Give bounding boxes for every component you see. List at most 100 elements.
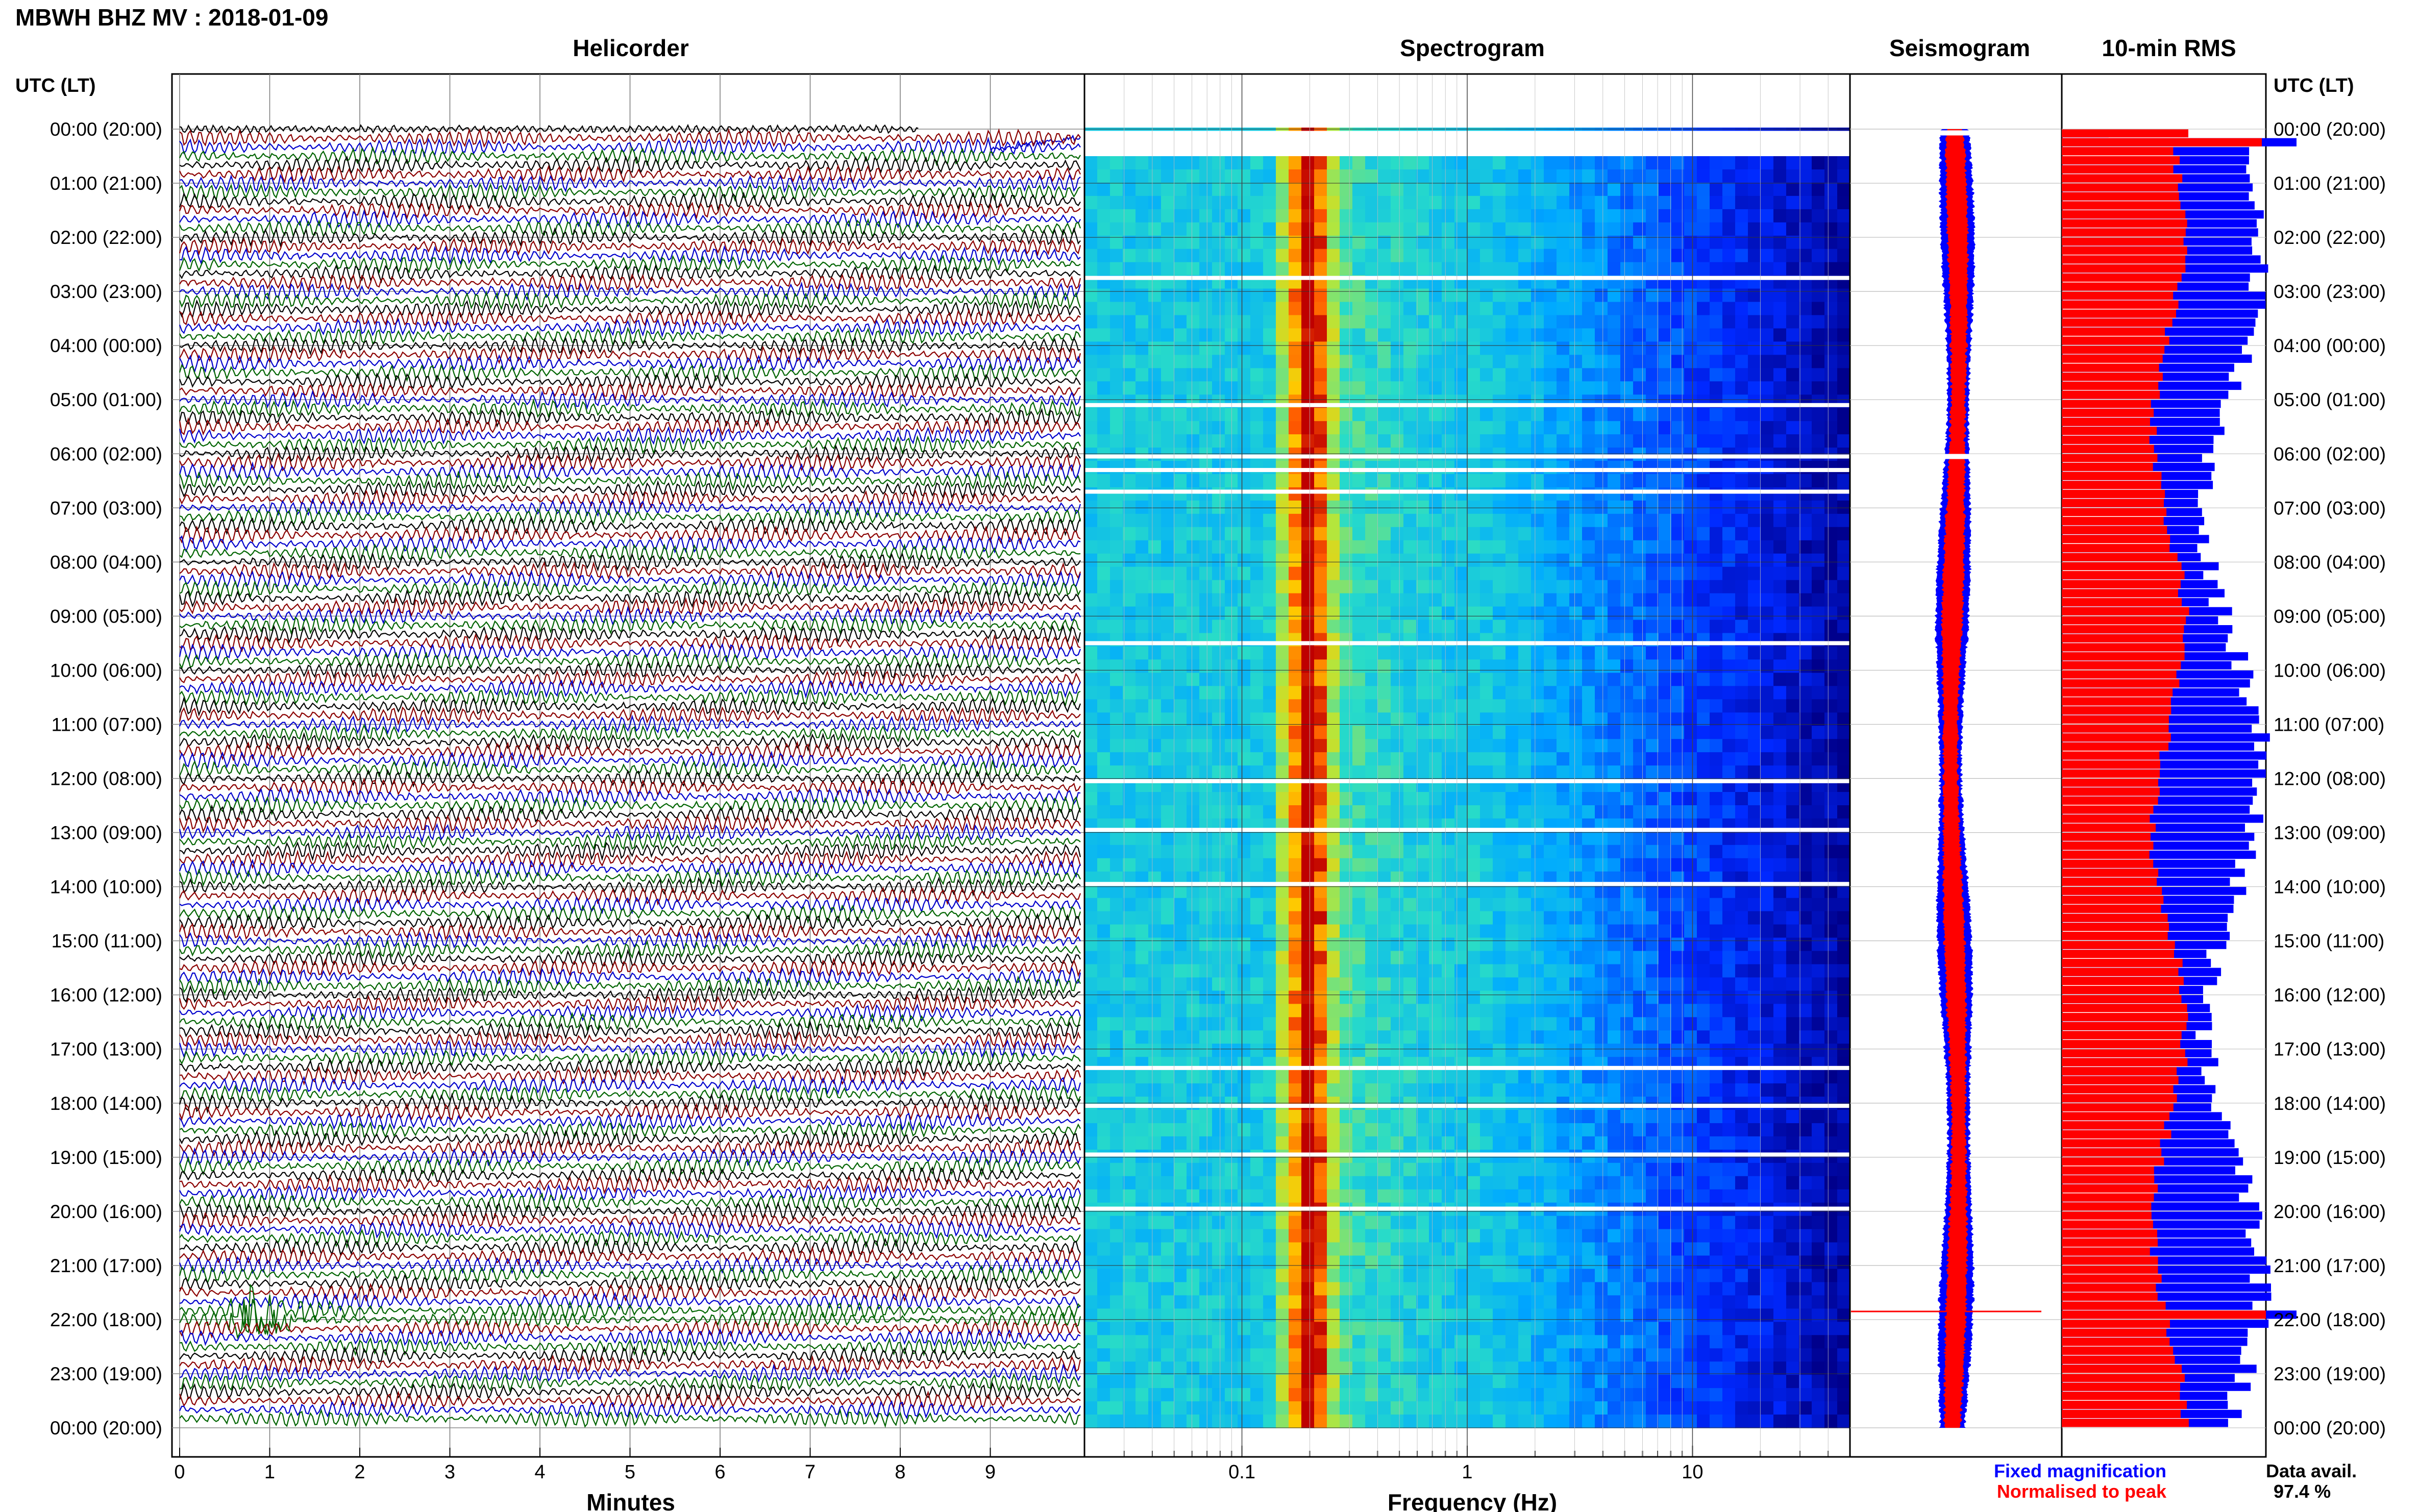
spectrogram-cell: [1786, 222, 1799, 236]
spectrogram-cell: [1340, 1136, 1353, 1150]
spectrogram-cell: [1391, 686, 1404, 700]
spectrogram-cell: [1710, 911, 1723, 925]
spectrogram-cell: [1646, 448, 1659, 461]
spectrogram-cell: [1595, 792, 1608, 806]
spectrogram-cell: [1289, 368, 1302, 382]
spectrogram-cell: [1429, 659, 1442, 674]
spectrogram-cell: [1799, 421, 1812, 435]
spectrogram-cell: [1480, 1004, 1493, 1018]
spectrogram-cell: [1084, 845, 1098, 859]
spectrogram-cell: [1722, 288, 1736, 303]
spectrogram-cell: [1493, 898, 1506, 912]
spectrogram-cell: [1557, 169, 1570, 183]
spectrogram-cell: [1608, 858, 1621, 872]
spectrogram-cell: [1531, 169, 1544, 183]
spectrogram-cell: [1225, 765, 1238, 779]
spectrogram-cell: [1710, 540, 1723, 554]
spectrogram-cell: [1799, 673, 1812, 687]
spectrogram-cell: [1314, 408, 1327, 422]
spectrogram-cell: [1824, 355, 1838, 369]
spectrogram-cell: [1454, 752, 1468, 766]
spectrogram-cell: [1620, 182, 1634, 196]
spectrogram-cell: [1442, 898, 1455, 912]
spectrogram-cell: [1659, 408, 1672, 422]
spectrogram-cell: [1812, 1162, 1825, 1177]
spectrogram-cell: [1531, 977, 1544, 992]
spectrogram-cell: [1480, 1136, 1493, 1150]
spectrogram-cell: [1518, 195, 1532, 210]
spectrogram-cell: [1161, 1030, 1174, 1045]
spectrogram-cell: [1378, 1162, 1391, 1177]
spectrogram-cell: [1684, 831, 1697, 846]
spectrogram-cell: [1238, 619, 1251, 634]
spectrogram-cell: [1365, 1189, 1378, 1203]
spectrogram-cell: [1276, 249, 1289, 263]
spectrogram-cell: [1646, 169, 1659, 183]
spectrogram-cell: [1633, 606, 1646, 621]
spectrogram-cell: [1544, 580, 1557, 594]
spectrogram-cell: [1263, 1097, 1276, 1110]
spectrogram-cell: [1684, 566, 1697, 581]
spectrogram-cell: [1403, 911, 1417, 925]
spectrogram-cell: [1799, 288, 1812, 303]
spectrogram-cell: [1748, 487, 1761, 501]
spectrogram-cell: [1531, 765, 1544, 779]
spectrogram-cell: [1187, 580, 1200, 594]
spectrogram-cell: [1505, 964, 1519, 978]
spectrogram-cell: [1710, 368, 1723, 382]
spectrogram-cell: [1710, 156, 1723, 170]
spectrogram-cell: [1391, 977, 1404, 992]
helicorder-tick-label: 7: [805, 1461, 816, 1483]
spectrogram-cell: [1097, 448, 1110, 461]
spectrogram-cell: [1773, 262, 1787, 276]
spectrogram-cell: [1786, 646, 1799, 660]
spectrogram-cell: [1748, 1123, 1761, 1137]
spectrogram-cell: [1199, 341, 1213, 356]
spectrogram-cell: [1199, 182, 1213, 196]
spectrogram-cell: [1123, 712, 1136, 727]
spectrogram-cell: [1773, 540, 1787, 554]
spectrogram-cell: [1710, 355, 1723, 369]
spectrogram-cell: [1403, 898, 1417, 912]
spectrogram-cell: [1097, 686, 1110, 700]
spectrogram-cell: [1225, 884, 1238, 899]
spectrogram-cell: [1352, 249, 1366, 263]
spectrogram-cell: [1671, 1136, 1685, 1150]
spectrogram-cell: [1429, 235, 1442, 250]
spectrogram-cell: [1250, 513, 1264, 528]
spectrogram-cell: [1608, 1044, 1621, 1057]
spectrogram-cell: [1174, 222, 1187, 236]
spectrogram-cell: [1505, 951, 1519, 965]
spectrogram-cell: [1544, 964, 1557, 978]
spectrogram-cell: [1174, 884, 1187, 899]
helicorder-trace: [179, 1382, 1081, 1402]
spectrogram-cell: [1493, 593, 1506, 607]
spectrogram-cell: [1391, 898, 1404, 912]
spectrogram-cell: [1773, 726, 1787, 739]
spectrogram-cell: [1646, 1030, 1659, 1045]
spectrogram-cell: [1505, 288, 1519, 303]
spectrogram-cell: [1684, 1189, 1697, 1203]
spectrogram-cell: [1327, 765, 1340, 779]
spectrogram-cell: [1608, 964, 1621, 978]
helicorder-tick-label: 6: [714, 1461, 725, 1483]
spectrogram-cell: [1187, 845, 1200, 859]
spectrogram-cell: [1748, 355, 1761, 369]
spectrogram-cell: [1391, 805, 1404, 819]
spectrogram-cell: [1544, 884, 1557, 899]
spectrogram-cell: [1161, 593, 1174, 607]
spectrogram-cell: [1620, 805, 1634, 819]
spectrogram-cell: [1199, 712, 1213, 727]
spectrogram-cell: [1097, 924, 1110, 938]
spectrogram-cell: [1416, 302, 1429, 316]
spectrogram-cell: [1569, 937, 1583, 952]
spectrogram-cell: [1710, 513, 1723, 528]
spectrogram-cell: [1697, 1044, 1710, 1057]
spectrogram-cell: [1608, 302, 1621, 316]
spectrogram-cell: [1365, 805, 1378, 819]
spectrogram-cell: [1314, 911, 1327, 925]
spectrogram-cell: [1697, 765, 1710, 779]
spectrogram-cell: [1480, 1030, 1493, 1045]
spectrogram-cell: [1378, 712, 1391, 727]
spectrogram-cell: [1225, 858, 1238, 872]
